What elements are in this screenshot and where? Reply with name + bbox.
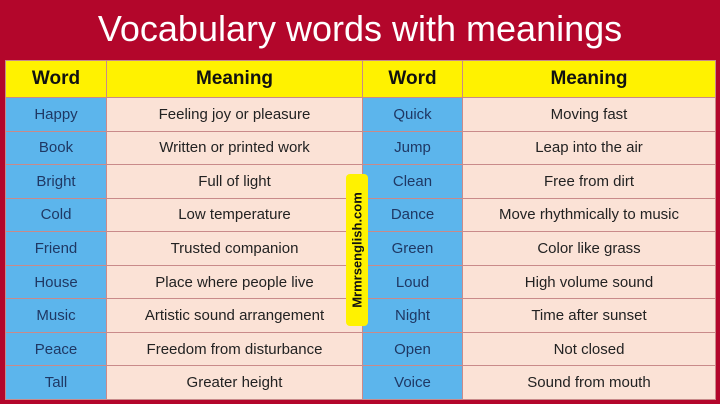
word-cell: Book <box>5 130 107 166</box>
word-cell: Peace <box>5 331 107 367</box>
word-cell: Loud <box>362 264 463 300</box>
meaning-cell: Sound from mouth <box>462 365 716 400</box>
header-meaning: Meaning <box>462 60 716 98</box>
meaning-cell: Freedom from disturbance <box>106 331 363 367</box>
watermark-text: Mrmrsenglish.com <box>349 192 365 308</box>
meaning-cell: Moving fast <box>462 97 716 132</box>
header-word: Word <box>5 60 107 98</box>
table-row: Peace Freedom from disturbance Open Not clo… <box>5 331 716 367</box>
meaning-cell: Free from dirt <box>462 164 716 199</box>
meaning-cell: Place where people live <box>106 264 363 300</box>
word-cell: Jump <box>362 130 463 166</box>
meaning-cell: Not closed <box>462 331 716 367</box>
word-cell: Voice <box>362 365 463 400</box>
header-word: Word <box>362 60 463 98</box>
watermark: Mrmrsenglish.com <box>346 174 368 326</box>
word-cell: Music <box>5 298 107 333</box>
word-cell: House <box>5 264 107 300</box>
page-title: Vocabulary words with meanings <box>97 8 623 49</box>
word-cell: Bright <box>5 164 107 199</box>
table-row: Book Written or printed work Jump Leap into… <box>5 130 716 166</box>
table-row: House Place where people live Loud High vol… <box>5 264 716 300</box>
word-cell: Green <box>362 231 463 266</box>
word-cell: Cold <box>5 197 107 233</box>
meaning-cell: Greater height <box>106 365 363 400</box>
table-row: Tall Greater height Voice Sound from mouth <box>5 365 716 400</box>
table-row: Cold Low temperature Dance Move rhythmicall… <box>5 197 716 233</box>
word-cell: Dance <box>362 197 463 233</box>
word-cell: Clean <box>362 164 463 199</box>
word-cell: Open <box>362 331 463 367</box>
word-cell: Happy <box>5 97 107 132</box>
header-meaning: Meaning <box>106 60 363 98</box>
meaning-cell: Full of light <box>106 164 363 199</box>
word-cell: Quick <box>362 97 463 132</box>
meaning-cell: Written or printed work <box>106 130 363 166</box>
meaning-cell: Time after sunset <box>462 298 716 333</box>
meaning-cell: Color like grass <box>462 231 716 266</box>
word-cell: Tall <box>5 365 107 400</box>
meaning-cell: Feeling joy or pleasure <box>106 97 363 132</box>
table-row: Happy Feeling joy or pleasure Quick Moving … <box>5 97 716 132</box>
header-row: Word Meaning Word Meaning <box>5 60 716 98</box>
word-cell: Friend <box>5 231 107 266</box>
word-cell: Night <box>362 298 463 333</box>
meaning-cell: Artistic sound arrangement <box>106 298 363 333</box>
table-row: Friend Trusted companion Green Color like g… <box>5 231 716 266</box>
meaning-cell: Trusted companion <box>106 231 363 266</box>
table-row: Music Artistic sound arrangement Night Time… <box>5 298 716 333</box>
table-row: Bright Full of light Clean Free from dirt <box>5 164 716 199</box>
meaning-cell: Low temperature <box>106 197 363 233</box>
meaning-cell: Leap into the air <box>462 130 716 166</box>
meaning-cell: Move rhythmically to music <box>462 197 716 233</box>
vocabulary-table: Word Meaning Word Meaning Happy Feeling j… <box>5 60 716 400</box>
meaning-cell: High volume sound <box>462 264 716 300</box>
